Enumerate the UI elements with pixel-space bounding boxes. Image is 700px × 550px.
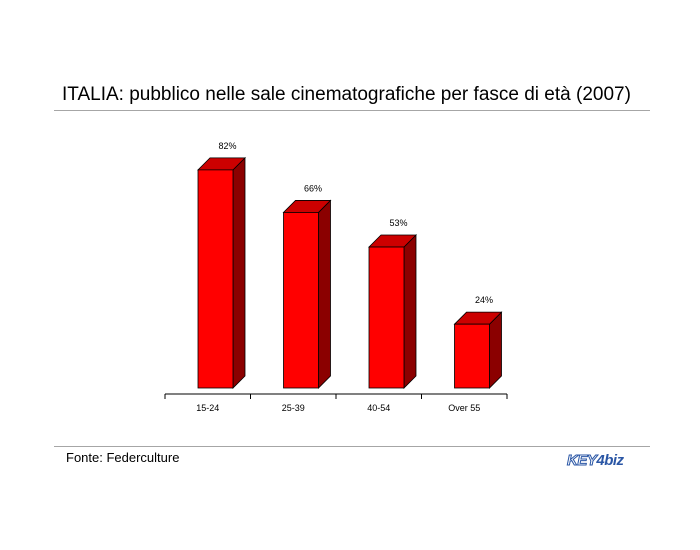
bar-25-39 [282,199,332,389]
source-note: Fonte: Federculture [66,450,180,465]
x-tick-label: 40-54 [367,403,390,413]
logo-biz: biz [604,452,624,469]
key4biz-logo: KEY4biz [566,452,624,470]
bar-over-55 [453,311,503,389]
bar-front [454,323,490,389]
page-title: ITALIA: pubblico nelle sale cinematograf… [62,84,631,105]
data-label: 24% [475,295,493,305]
bar-side [232,156,246,389]
bar-15-24 [197,156,246,389]
bar-side [489,311,502,389]
bar-front [197,169,234,389]
data-label: 66% [304,183,322,193]
bar-40-54 [368,234,417,389]
title-divider [54,110,650,111]
x-tick-label: 25-39 [282,403,305,413]
footer-divider [54,446,650,447]
bar-chart: 82% 66% 53% 24% 15-24 25-39 40-54 Over 55 [164,141,508,413]
x-tick-label: Over 55 [448,403,480,413]
x-tick-label: 15-24 [196,403,219,413]
bar-side [403,234,417,389]
bar-front [368,246,405,389]
data-label: 53% [389,218,407,228]
data-label: 82% [218,141,236,151]
bar-front [283,212,319,389]
logo-key: KEY [566,452,597,470]
bar-side [318,199,331,389]
